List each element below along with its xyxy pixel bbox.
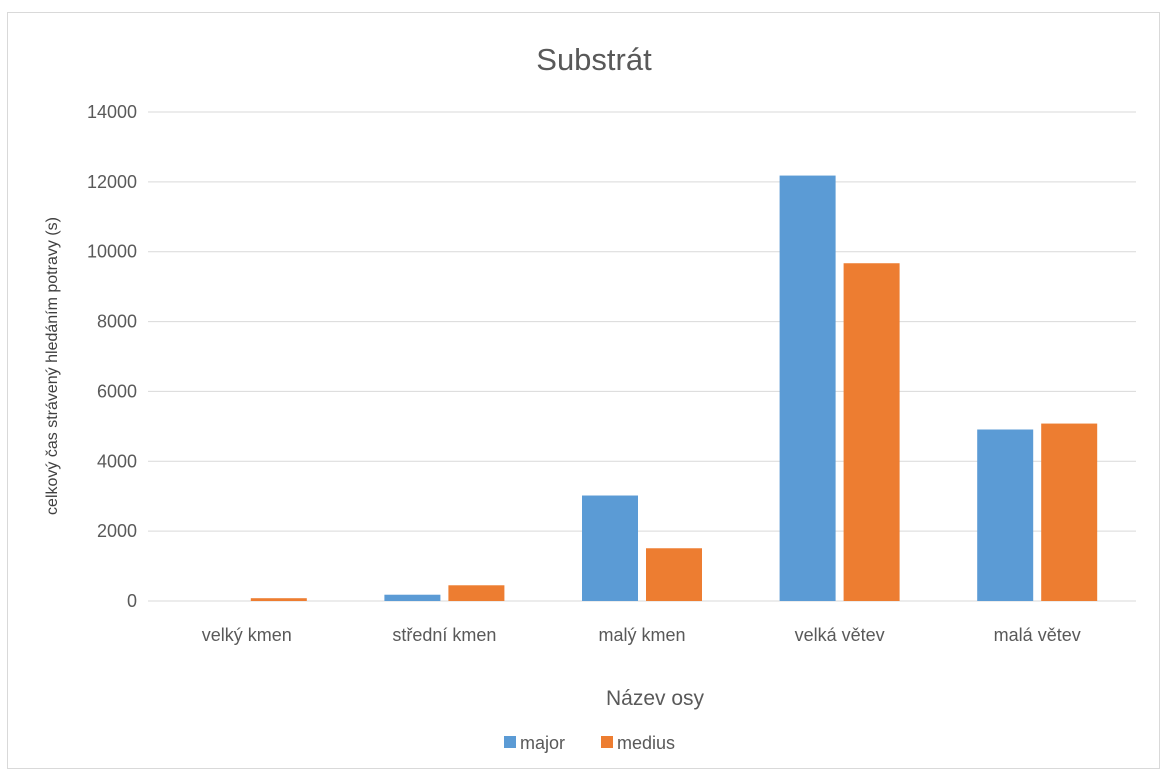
gridlines bbox=[148, 111, 1136, 602]
bar-major bbox=[384, 594, 441, 601]
y-tick-label: 4000 bbox=[97, 451, 137, 471]
bar-medius bbox=[448, 585, 505, 601]
y-axis-ticks: 0 2000 4000 6000 8000 10000 12000 14000 bbox=[87, 102, 137, 611]
bar-medius bbox=[250, 598, 307, 601]
x-category-label: střední kmen bbox=[392, 625, 496, 645]
x-axis-title: Název osy bbox=[606, 687, 705, 710]
chart-title: Substrát bbox=[536, 42, 652, 77]
bar-major bbox=[582, 495, 638, 601]
y-tick-label: 8000 bbox=[97, 312, 137, 332]
chart-frame bbox=[7, 12, 1160, 769]
legend-label-major: major bbox=[520, 733, 565, 753]
y-tick-label: 0 bbox=[127, 591, 137, 611]
bars bbox=[250, 175, 1098, 601]
x-category-label: velká větev bbox=[795, 625, 885, 645]
y-tick-label: 6000 bbox=[97, 381, 137, 401]
bar-medius bbox=[646, 548, 702, 601]
y-tick-label: 14000 bbox=[87, 102, 137, 122]
bar-major bbox=[977, 429, 1034, 601]
y-tick-label: 12000 bbox=[87, 172, 137, 192]
y-axis-title: celkový čas strávený hledáním potravy (s… bbox=[44, 217, 61, 515]
legend: major medius bbox=[504, 733, 675, 753]
bar-medius bbox=[1041, 423, 1098, 601]
x-category-label: malá větev bbox=[994, 625, 1081, 645]
legend-label-medius: medius bbox=[617, 733, 675, 753]
x-axis-categories: velký kmen střední kmen malý kmen velká vět… bbox=[202, 625, 1081, 645]
legend-swatch-medius bbox=[601, 736, 613, 748]
x-category-label: malý kmen bbox=[598, 625, 685, 645]
legend-swatch-major bbox=[504, 736, 516, 748]
y-tick-label: 10000 bbox=[87, 242, 137, 262]
bar-medius bbox=[843, 263, 900, 601]
x-category-label: velký kmen bbox=[202, 625, 292, 645]
bar-major bbox=[779, 175, 836, 601]
y-tick-label: 2000 bbox=[97, 521, 137, 541]
